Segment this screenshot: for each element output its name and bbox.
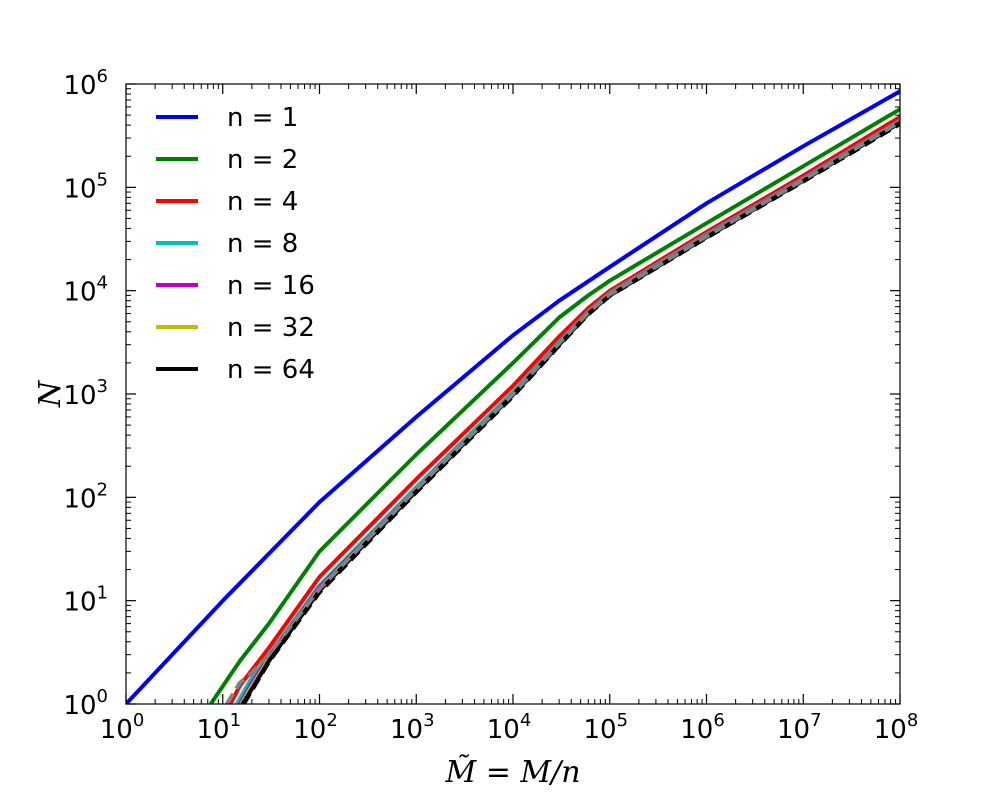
x-tick-label: 102 [293, 710, 338, 745]
dashed-overlay-line-1 [242, 122, 900, 704]
series-line-1 [126, 89, 900, 704]
x-tick-label: 101 [196, 710, 241, 745]
y-tick-label: 103 [63, 376, 108, 411]
x-tick-label: 106 [680, 710, 725, 745]
y-tick-label: 106 [63, 66, 108, 101]
series-line-6 [239, 120, 900, 704]
y-tick-label: 101 [63, 583, 108, 618]
x-tick-label: 107 [777, 710, 822, 745]
x-tick-label: 103 [390, 710, 435, 745]
legend-label-3: n = 4 [227, 187, 298, 217]
legend-label-1: n = 1 [227, 103, 298, 133]
y-tick-label: 104 [63, 273, 108, 308]
legend-label-2: n = 2 [227, 145, 298, 175]
x-tick-label: 108 [874, 710, 919, 745]
legend-label-7: n = 64 [227, 355, 315, 385]
legend-label-4: n = 8 [227, 229, 298, 259]
y-tick-label: 102 [63, 479, 108, 514]
series-line-5 [238, 120, 900, 704]
x-tick-label: 105 [583, 710, 628, 745]
series-line-3 [228, 115, 900, 704]
legend-label-6: n = 32 [227, 313, 315, 343]
series-line-2 [209, 107, 900, 704]
series-line-7 [240, 121, 900, 704]
ticks-layer: 100 101 102 103 104 105 106 107 108 100 101 102 103 1… [63, 66, 918, 745]
legend-label-5: n = 16 [227, 271, 315, 301]
x-tick-label: 104 [487, 710, 532, 745]
x-tick-label: 100 [100, 710, 145, 745]
series-line-4 [235, 119, 900, 704]
dashed-overlay-line-2 [225, 120, 900, 704]
y-tick-label: 105 [63, 169, 108, 204]
y-tick-label: 100 [63, 686, 108, 721]
legend: n = 1 n = 2 n = 4 n = 8 n = 16 n = 32 n = 64 [156, 103, 315, 385]
x-axis-title: M̃ = M/n [444, 755, 580, 790]
series-layer [126, 89, 900, 704]
y-axis-title: N [33, 379, 68, 408]
